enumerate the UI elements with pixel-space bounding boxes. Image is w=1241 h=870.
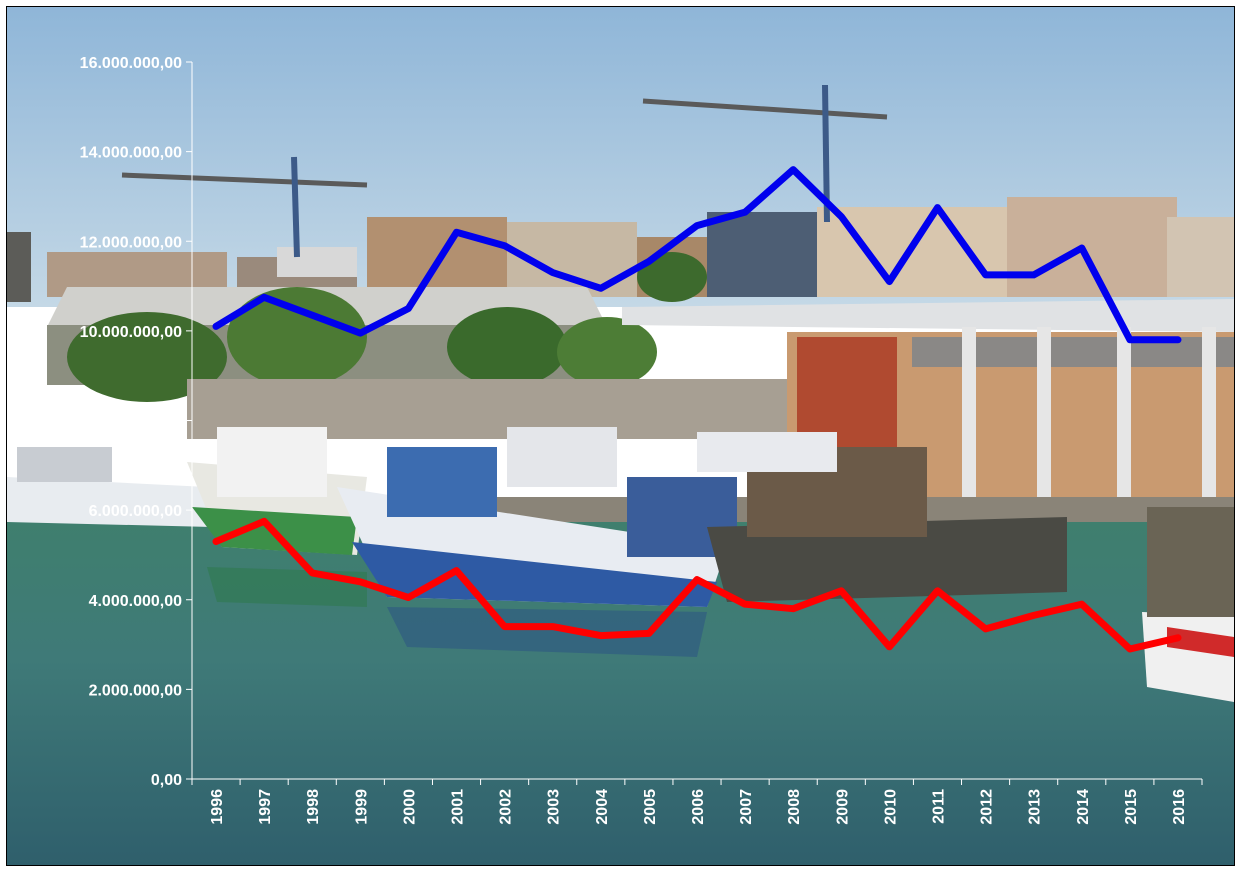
y-tick-label: 0,00 <box>151 772 182 789</box>
y-tick-label: 10.000.000,00 <box>80 324 182 341</box>
y-tick-label: 4.000.000,00 <box>89 593 183 610</box>
x-tick-label: 2000 <box>401 789 418 825</box>
x-tick-label: 2011 <box>930 789 947 824</box>
x-tick-label: 2013 <box>1027 789 1044 825</box>
x-tick-label: 1997 <box>257 789 274 825</box>
series-line-2 <box>212 517 1182 653</box>
line-chart: 0,00 2.000.000,00 4.000.000,00 6.000.000,00… <box>80 55 1203 825</box>
y-tick-label: 6.000.000,00 <box>89 503 183 520</box>
x-tick-label: 2005 <box>642 789 659 825</box>
x-tick-label: 2006 <box>690 789 707 825</box>
x-tick-label: 2010 <box>882 789 899 825</box>
y-tick-label: 14.000.000,00 <box>80 145 182 162</box>
x-tick-label: 2007 <box>738 789 755 825</box>
y-tick-label: 12.000.000,00 <box>80 234 182 251</box>
x-tick-label: 2002 <box>498 789 515 825</box>
y-tick-label: 16.000.000,00 <box>80 55 182 72</box>
x-axis: 1996 1997 1998 1999 2000 2001 2002 2003 2004 2005… <box>191 778 1203 825</box>
y-tick-label: 8.000.000,00 <box>89 414 183 431</box>
x-tick-label: 1998 <box>305 789 322 825</box>
x-tick-label: 2004 <box>594 789 611 825</box>
series-lines <box>212 166 1182 653</box>
x-tick-label: 2014 <box>1075 789 1092 825</box>
x-tick-label: 2016 <box>1171 789 1188 825</box>
harbour-photo-background <box>7 7 1234 865</box>
x-tick-label: 2001 <box>450 789 467 825</box>
x-tick-label: 1999 <box>353 789 370 825</box>
x-tick-label: 2015 <box>1123 789 1140 825</box>
x-tick-label: 2012 <box>979 789 996 825</box>
y-axis: 0,00 2.000.000,00 4.000.000,00 6.000.000,00… <box>80 55 193 789</box>
series-line-1 <box>212 166 1182 344</box>
x-tick-label: 1996 <box>209 789 226 825</box>
x-tick-label: 2009 <box>834 789 851 825</box>
x-tick-label: 2008 <box>786 789 803 825</box>
y-tick-label: 2.000.000,00 <box>89 682 183 699</box>
chart-frame: 0,00 2.000.000,00 4.000.000,00 6.000.000,00… <box>6 6 1235 866</box>
x-tick-label: 2003 <box>546 789 563 825</box>
